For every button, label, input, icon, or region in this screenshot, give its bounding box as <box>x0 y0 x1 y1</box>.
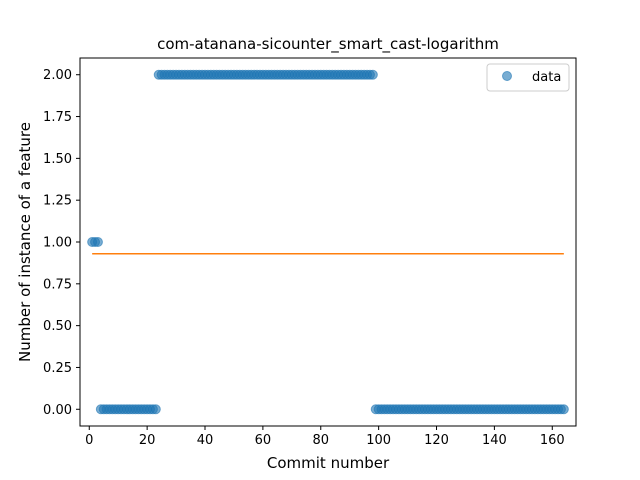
x-axis-label: Commit number <box>267 454 390 472</box>
x-tick-label: 100 <box>366 433 391 448</box>
y-tick-label: 1.75 <box>43 110 72 125</box>
x-tick-label: 60 <box>255 433 272 448</box>
data-point <box>558 404 569 415</box>
y-tick-label: 0.75 <box>43 277 72 292</box>
x-tick-label: 0 <box>85 433 93 448</box>
x-tick-label: 140 <box>482 433 507 448</box>
legend-marker-data <box>502 71 512 81</box>
series-layer <box>87 69 569 415</box>
y-tick-label: 0.50 <box>43 319 72 334</box>
legend-box <box>486 63 570 92</box>
x-axis: 0 20 40 60 80 100 120 140 160 <box>85 426 565 448</box>
y-tick-label: 1.50 <box>43 152 72 167</box>
y-tick-label: 2.00 <box>43 68 72 83</box>
data-point <box>367 69 378 80</box>
y-tick-label: 0.25 <box>43 361 72 376</box>
y-axis-label: Number of instance of a feature <box>16 122 34 362</box>
data-point <box>150 404 161 415</box>
y-axis: 0.00 0.25 0.50 0.75 1.00 1.25 1.50 1.75 2.00 <box>43 68 80 418</box>
y-tick-label: 1.25 <box>43 194 72 209</box>
x-tick-label: 40 <box>197 433 214 448</box>
chart-title: com-atanana-sicounter_smart_cast-logarit… <box>157 35 499 54</box>
x-tick-label: 20 <box>139 433 156 448</box>
data-point <box>92 237 103 247</box>
x-tick-label: 160 <box>540 433 565 448</box>
legend-label-data: data <box>532 70 561 85</box>
y-tick-label: 0.00 <box>43 403 72 418</box>
y-tick-label: 1.00 <box>43 236 72 251</box>
x-tick-label: 80 <box>312 433 329 448</box>
legend: data <box>486 63 570 92</box>
x-tick-label: 120 <box>424 433 449 448</box>
